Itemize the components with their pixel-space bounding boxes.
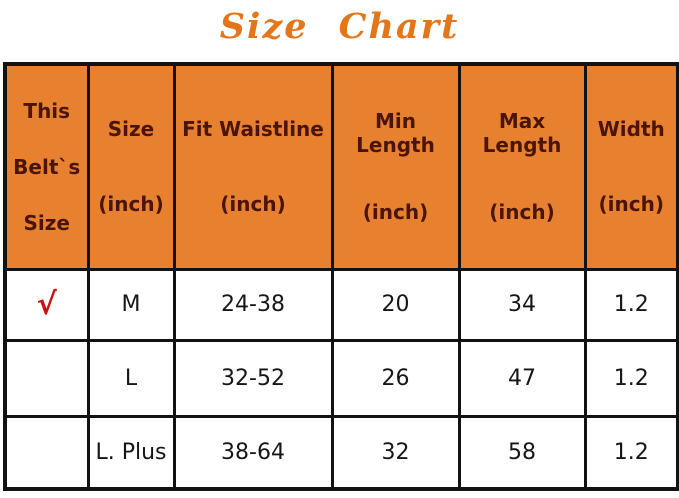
size-cell: L. Plus (86, 414, 176, 491)
header-lines: Fit Waistline (inch) (177, 67, 329, 266)
min-length-cell: 26 (330, 338, 461, 418)
header-line: Width (597, 117, 665, 142)
header-line: (inch) (362, 200, 429, 225)
header-min-length: Min Length (inch) (330, 62, 461, 271)
max-length-cell: 58 (457, 414, 587, 491)
header-line: Belt`s (13, 154, 81, 179)
header-line: (inch) (98, 192, 164, 217)
header-lines: Max Length (inch) (462, 67, 582, 266)
header-this-belts-size: This Belt`s Size (3, 62, 90, 271)
header-width: Width (inch) (583, 62, 679, 271)
header-lines: Min Length (inch) (335, 67, 456, 266)
fit-waistline-cell: 38-64 (172, 414, 334, 491)
checkmark-icon: √ (36, 286, 57, 322)
this-belt-cell (3, 338, 90, 418)
header-max-length: Max Length (inch) (457, 62, 587, 271)
size-cell: L (86, 338, 176, 418)
header-fit-waistline: Fit Waistline (inch) (172, 62, 334, 271)
header-line: Min Length (356, 109, 435, 158)
header-line: Size (107, 117, 155, 142)
header-line: Size (23, 210, 70, 235)
min-length-cell: 32 (330, 414, 461, 491)
header-line: (inch) (598, 192, 664, 217)
header-lines: Size (inch) (91, 67, 171, 266)
width-cell: 1.2 (583, 267, 679, 342)
max-length-cell: 34 (457, 267, 587, 342)
this-belt-cell (3, 414, 90, 491)
table-row-m: √ M 24-38 20 34 1.2 (3, 267, 679, 342)
max-length-cell: 47 (457, 338, 587, 418)
table-row-l: L 32-52 26 47 1.2 (3, 338, 679, 418)
width-cell: 1.2 (583, 338, 679, 418)
size-chart-table: This Belt`s Size Size (inch) Fit Waistli… (3, 62, 679, 491)
header-line: (inch) (220, 192, 286, 217)
header-line: This (23, 98, 71, 123)
fit-waistline-cell: 32-52 (172, 338, 334, 418)
header-size: Size (inch) (86, 62, 176, 271)
header-line: Max Length (482, 109, 562, 158)
header-line: (inch) (489, 200, 555, 225)
page-title: Size Chart (219, 6, 460, 47)
table-row-l-plus: L. Plus 38-64 32 58 1.2 (3, 414, 679, 491)
size-cell: M (86, 267, 176, 342)
width-cell: 1.2 (583, 414, 679, 491)
header-lines: This Belt`s Size (8, 67, 85, 266)
min-length-cell: 20 (330, 267, 461, 342)
header-lines: Width (inch) (588, 67, 675, 266)
header-line: Fit Waistline (182, 117, 324, 142)
this-belt-cell: √ (3, 267, 90, 342)
header-row: This Belt`s Size Size (inch) Fit Waistli… (3, 62, 679, 271)
fit-waistline-cell: 24-38 (172, 267, 334, 342)
